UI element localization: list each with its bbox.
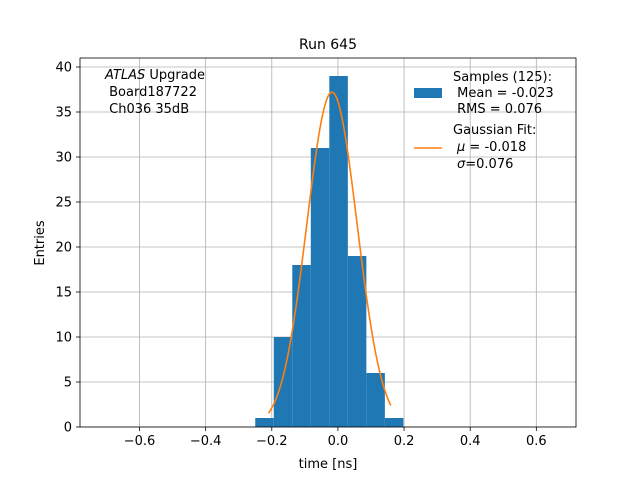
histogram-bar bbox=[292, 265, 311, 427]
legend-mu-symbol: μ bbox=[456, 140, 465, 155]
annotation-line-3: Ch036 35dB bbox=[105, 102, 189, 117]
histogram-bar bbox=[366, 373, 385, 427]
legend-fit-title: Gaussian Fit: bbox=[453, 123, 536, 138]
legend-fit-mu: μ = -0.018 bbox=[456, 140, 526, 155]
annotation-upgrade: Upgrade bbox=[145, 68, 205, 83]
histogram-bar bbox=[329, 76, 348, 427]
legend-samples-swatch bbox=[414, 88, 442, 98]
atlas-annotation: ATLAS Upgrade Board187722 Ch036 35dB bbox=[104, 68, 205, 117]
legend-sigma-value: =0.076 bbox=[465, 157, 513, 172]
legend-fit-sigma: σ=0.076 bbox=[457, 157, 513, 172]
y-tick-label: 20 bbox=[55, 241, 72, 256]
y-tick-label: 40 bbox=[55, 61, 72, 76]
annotation-line-1: ATLAS Upgrade bbox=[104, 68, 205, 83]
x-tick-label: 0.4 bbox=[460, 434, 481, 449]
legend-samples-title: Samples (125): bbox=[453, 70, 552, 85]
y-axis-label: Entries bbox=[33, 220, 48, 266]
y-tick-label: 35 bbox=[55, 106, 72, 121]
chart-title: Run 645 bbox=[299, 37, 357, 53]
y-tick-label: 30 bbox=[55, 151, 72, 166]
histogram-bar bbox=[384, 418, 404, 427]
y-axis-ticks: 0 5 10 15 20 25 30 35 40 bbox=[55, 61, 80, 436]
legend-sigma-symbol: σ bbox=[457, 157, 466, 172]
x-tick-label: 0.0 bbox=[328, 434, 349, 449]
x-axis-ticks: −0.6 −0.4 −0.2 0.0 0.2 0.4 0.6 bbox=[124, 427, 547, 449]
legend-samples-mean: Mean = -0.023 bbox=[453, 86, 554, 101]
annotation-atlas: ATLAS bbox=[104, 68, 145, 83]
legend: Samples (125): Mean = -0.023 RMS = 0.076… bbox=[414, 70, 554, 172]
plot-frame bbox=[79, 57, 577, 428]
annotation-line-2: Board187722 bbox=[105, 85, 197, 100]
legend-mu-value: = -0.018 bbox=[465, 140, 526, 155]
gaussian-fit-curve bbox=[267, 91, 392, 414]
y-tick-label: 15 bbox=[55, 286, 72, 301]
legend-samples-rms: RMS = 0.076 bbox=[453, 102, 542, 117]
y-tick-label: 10 bbox=[55, 331, 72, 346]
histogram-bar bbox=[255, 418, 274, 427]
x-tick-label: 0.2 bbox=[394, 434, 415, 449]
x-axis-label: time [ns] bbox=[299, 457, 358, 472]
histogram-bar bbox=[310, 148, 330, 427]
x-tick-label: 0.6 bbox=[526, 434, 547, 449]
y-tick-label: 5 bbox=[64, 376, 72, 391]
x-tick-label: −0.6 bbox=[124, 434, 156, 449]
x-tick-label: −0.2 bbox=[256, 434, 288, 449]
histogram-bar bbox=[347, 256, 367, 427]
x-tick-label: −0.4 bbox=[190, 434, 222, 449]
y-tick-label: 25 bbox=[55, 196, 72, 211]
y-tick-label: 0 bbox=[64, 421, 72, 436]
